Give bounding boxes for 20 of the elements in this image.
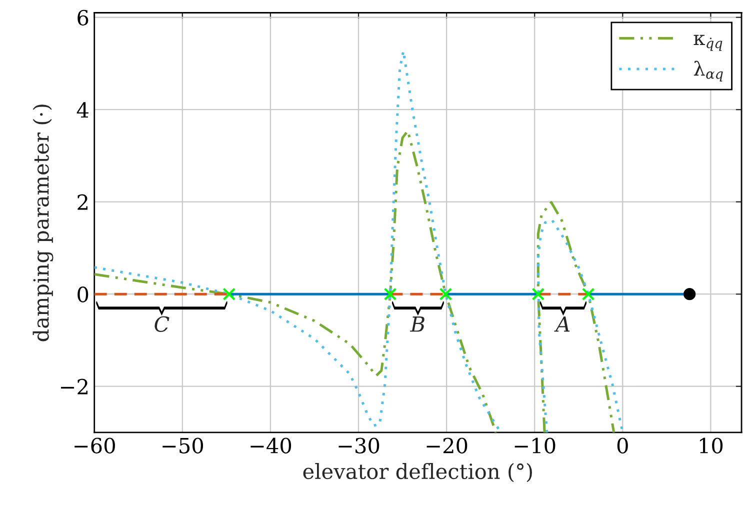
- annotation: B: [410, 316, 424, 332]
- x-tick-label: −20: [426, 438, 468, 454]
- x-tick-label: −40: [250, 438, 292, 454]
- y-tick-label: 4: [76, 102, 88, 118]
- x-tick-label: 10: [700, 438, 723, 454]
- x-tick-label: −50: [162, 438, 204, 454]
- x-tick-label: −10: [514, 438, 556, 454]
- x-tick-label: −30: [338, 438, 380, 454]
- legend-label: κ$_{q̇q}$: [694, 34, 722, 51]
- x-tick-label: 0: [617, 438, 628, 454]
- x-axis-title: elevator deflection (°): [303, 463, 532, 482]
- y-tick-label: 2: [78, 194, 88, 210]
- x-tick-label: −60: [74, 438, 115, 454]
- legend-label: λ$_{αq}$: [694, 60, 723, 82]
- y-tick-label: −2: [60, 378, 88, 394]
- annotation: A: [554, 316, 570, 332]
- y-axis-title: damping parameter (·): [32, 104, 54, 342]
- annotation: C: [154, 316, 170, 332]
- y-tick-label: 0: [78, 286, 88, 302]
- y-tick-label: 6: [78, 10, 88, 26]
